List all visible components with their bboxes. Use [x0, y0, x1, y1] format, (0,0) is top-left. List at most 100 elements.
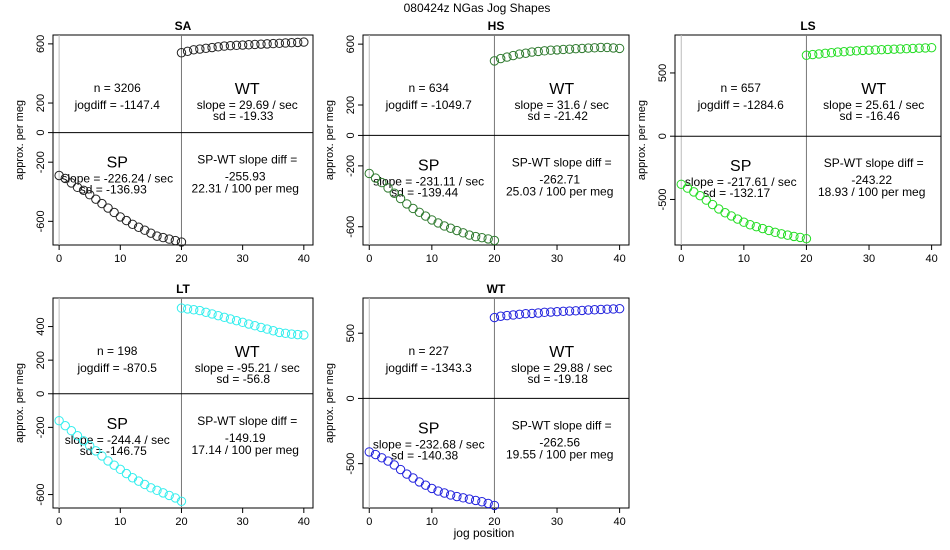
data-point — [213, 42, 223, 52]
data-point — [445, 223, 456, 233]
data-point — [452, 225, 462, 236]
data-point — [54, 170, 64, 181]
y-axis-label: approx. per meg — [324, 363, 336, 443]
data-point — [720, 208, 730, 218]
stat-diff-value: -262.56 — [539, 435, 580, 449]
stat-n: n = 198 — [97, 344, 138, 358]
data-point — [299, 37, 309, 47]
data-point — [527, 308, 537, 319]
stat-diff-value: -255.93 — [225, 170, 266, 184]
data-point — [608, 43, 619, 53]
data-point — [189, 305, 199, 315]
data-point — [280, 328, 291, 338]
data-point — [889, 44, 899, 54]
data-point — [158, 488, 168, 498]
series-wt — [176, 303, 309, 340]
data-point — [546, 45, 556, 55]
data-point — [608, 304, 619, 314]
plot-frame — [362, 34, 630, 246]
y-tick-label: -200 — [35, 151, 47, 173]
data-point — [225, 314, 236, 324]
data-point — [427, 483, 437, 494]
data-point — [714, 204, 724, 214]
data-point — [514, 49, 525, 59]
data-point — [414, 207, 425, 217]
stat-wt-slope: slope = 25.61 / sec — [823, 98, 924, 112]
y-tick-label: 500 — [657, 64, 669, 82]
data-point — [427, 215, 437, 225]
data-point — [395, 193, 406, 204]
data-point — [262, 39, 272, 49]
data-point — [596, 304, 606, 315]
x-tick-label: 0 — [366, 253, 372, 265]
data-point — [552, 45, 562, 55]
x-tick-label: 40 — [925, 253, 937, 265]
data-point — [589, 305, 600, 315]
stat-diff-per-meg: 17.14 / 100 per meg — [192, 443, 299, 457]
data-point — [745, 220, 755, 230]
data-point — [527, 47, 537, 57]
data-point — [121, 215, 132, 226]
data-point — [464, 230, 475, 240]
x-tick-label: 20 — [175, 516, 187, 528]
data-point — [464, 494, 475, 504]
data-point — [558, 306, 568, 317]
data-point — [901, 43, 912, 54]
data-point — [571, 306, 581, 316]
series-wt — [801, 42, 937, 60]
data-point — [231, 40, 242, 51]
data-point — [115, 212, 125, 222]
y-tick-label: 200 — [345, 96, 357, 114]
data-point — [219, 41, 229, 51]
data-point — [402, 469, 412, 479]
x-tick-label: 40 — [298, 253, 310, 265]
data-point — [596, 42, 606, 53]
data-point — [801, 50, 812, 60]
y-tick-label: -500 — [657, 188, 669, 210]
stat-diff-per-meg: 18.93 / 100 per meg — [818, 185, 925, 199]
figure-xlabel: jog position — [453, 526, 515, 540]
data-point — [370, 173, 381, 183]
stat-n: n = 634 — [409, 81, 450, 95]
data-point — [377, 453, 387, 463]
data-point — [751, 221, 762, 232]
data-point — [477, 232, 487, 243]
panel-wt: WT 0 10 20 30 40 500 0 -500 approx. per meg n = 22… — [324, 282, 630, 528]
data-point — [514, 309, 525, 320]
data-point — [539, 307, 550, 318]
data-point — [483, 498, 493, 509]
data-point — [589, 43, 600, 53]
stat-sp-sd: sd = -146.75 — [80, 444, 147, 458]
data-point — [420, 211, 431, 221]
stat-sp-slope: slope = -231.11 / sec — [373, 174, 484, 188]
data-point — [219, 312, 229, 323]
data-point — [60, 173, 70, 184]
stat-wt-sd: sd = -21.42 — [528, 109, 589, 123]
stat-wt-label: WT — [549, 344, 574, 361]
data-point — [439, 488, 450, 498]
data-point — [85, 190, 95, 200]
data-point — [489, 235, 500, 246]
y-tick-label: -600 — [35, 210, 47, 232]
stat-jogdiff: jogdiff = -1147.4 — [74, 98, 161, 112]
data-point — [389, 460, 399, 470]
data-point — [182, 46, 193, 56]
data-point — [146, 228, 156, 238]
data-point — [508, 310, 518, 320]
data-point — [583, 43, 594, 53]
y-tick-label: -600 — [35, 484, 47, 506]
data-point — [789, 231, 799, 242]
data-point — [508, 50, 518, 61]
stat-n: n = 227 — [409, 344, 450, 358]
stat-wt-label: WT — [549, 81, 574, 98]
data-point — [250, 321, 260, 331]
data-point — [833, 47, 843, 57]
data-point — [583, 305, 594, 315]
stat-sp-sd: sd = -139.44 — [391, 185, 458, 199]
data-point — [851, 46, 862, 56]
data-point — [552, 306, 562, 317]
stat-sp-sd: sd = -140.38 — [391, 448, 458, 462]
data-point — [814, 49, 824, 59]
y-axis-label: approx. per meg — [324, 100, 336, 180]
stat-diff-value: -149.19 — [225, 431, 266, 445]
